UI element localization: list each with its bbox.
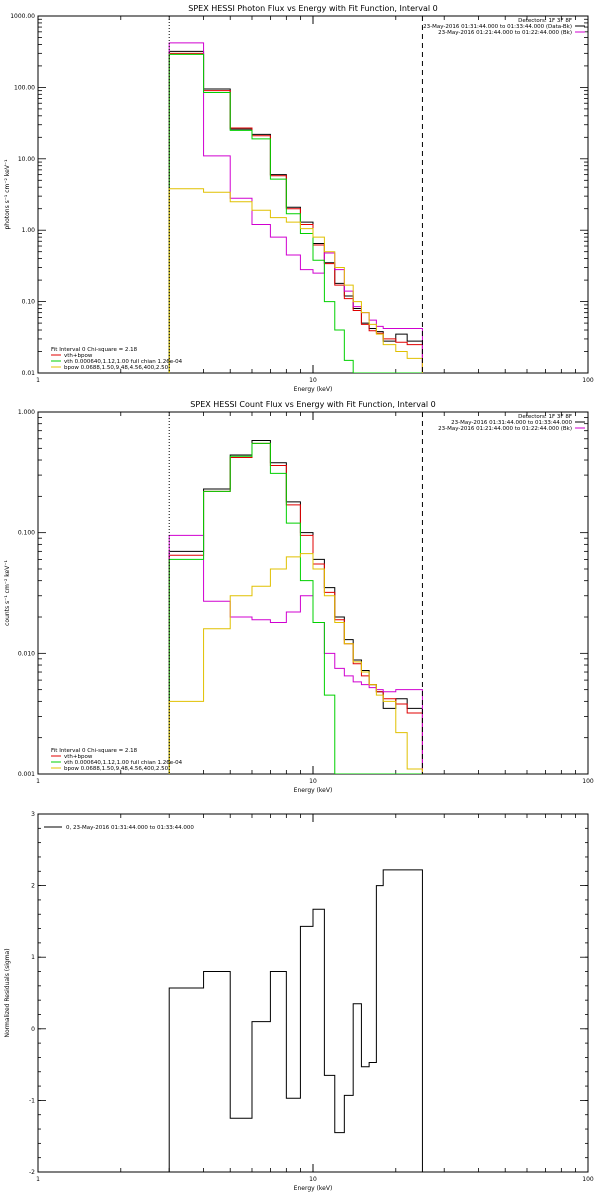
series-vth-line — [168, 53, 423, 373]
x-axis-label: Energy (keV) — [294, 386, 333, 393]
series-vth-bpow-line — [168, 442, 423, 774]
fit-legend-entry: vth+bpow — [64, 754, 93, 760]
fit-legend-entry: vth 0.000640,1.12,1.00 full chian 1.26e-… — [64, 359, 183, 365]
plot-frame — [37, 813, 589, 1173]
y-tick-label: -2 — [29, 1169, 35, 1176]
y-axis-label: photons s⁻¹ cm⁻² keV⁻¹ — [4, 159, 11, 230]
y-tick-label: 1.00 — [22, 227, 36, 234]
x-tick-label: 1 — [36, 778, 40, 785]
fit-legend-entry: vth 0.000640,1.12,1.00 full chian 1.26e-… — [64, 760, 183, 766]
y-tick-label: 0.001 — [18, 771, 35, 778]
x-tick-label: 1 — [36, 377, 40, 384]
fit-legend-entry: bpow 0.0688,1.50,9.48,4.56,400,2.50 — [64, 365, 169, 371]
fit-legend-entry: Fit Interval 0 Chi-square = 2.18 — [51, 748, 138, 754]
x-axis-label: Energy (keV) — [294, 787, 333, 794]
y-tick-label: 100.00 — [14, 84, 35, 91]
legend-entry: Detectors: 1F 3F 8F — [518, 18, 572, 24]
y-axis-label: Normalized Residuals (sigma) — [4, 948, 11, 1037]
legend-entry: Detectors: 1F 3F 8F — [518, 414, 572, 420]
x-tick-label: 1 — [36, 1176, 40, 1183]
y-tick-label: 3 — [31, 811, 35, 818]
plot-data — [168, 869, 423, 1172]
y-axis-label: counts s⁻¹ cm⁻² keV⁻¹ — [4, 560, 11, 626]
y-tick-label: -1 — [29, 1097, 35, 1104]
x-tick-label: 100 — [582, 1176, 594, 1183]
x-tick-label: 10 — [309, 377, 317, 384]
fit-legend-entry: bpow 0.0688,1.50,9.48,4.56,400,2.50 — [64, 766, 169, 772]
legend-entry: 23-May-2016 01:31:44.000 to 01:33:44.000… — [423, 24, 572, 30]
x-tick-label: 10 — [309, 778, 317, 785]
y-tick-label: 0.100 — [18, 530, 35, 537]
y-tick-label: 0 — [31, 1026, 35, 1033]
x-axis-label: Energy (keV) — [294, 1185, 333, 1192]
series-vth-bpow-line — [168, 52, 423, 373]
series-data-line — [168, 440, 423, 774]
y-tick-label: 1 — [31, 954, 35, 961]
legend-entry: 23-May-2016 01:31:44.000 to 01:33:44.000 — [451, 420, 572, 426]
legend-entry: 23-May-2016 01:21:44.000 to 01:22:44.000… — [438, 426, 572, 432]
series-data-line — [168, 50, 423, 373]
fit-legend-entry: Fit Interval 0 Chi-square = 2.18 — [51, 347, 138, 353]
series-residuals-line — [168, 869, 423, 1172]
chart-title: SPEX HESSI Count Flux vs Energy with Fit… — [190, 400, 435, 409]
x-tick-label: 100 — [582, 377, 594, 384]
chart-title: SPEX HESSI Photon Flux vs Energy with Fi… — [188, 4, 438, 13]
legend-entry: 0, 23-May-2016 01:31:44.000 to 01:33:44.… — [66, 825, 194, 831]
legend-entry: 23-May-2016 01:21:44.000 to 01:22:44.000… — [438, 30, 572, 36]
series-background-line — [168, 42, 423, 373]
fit-legend-entry: vth+bpow — [64, 353, 93, 359]
plot-data — [168, 440, 423, 774]
x-tick-label: 100 — [582, 778, 594, 785]
y-tick-label: 0.10 — [22, 299, 36, 306]
chart-panel-3: 1 10 100 -2 -1 0 1 2 3 Energy (keV) Normalized Res… — [4, 811, 594, 1192]
chart-panel-1: SPEX HESSI Photon Flux vs Energy with Fi… — [4, 4, 594, 393]
y-tick-label: 0.010 — [18, 650, 35, 657]
plot-frame — [37, 15, 589, 374]
x-tick-label: 10 — [309, 1176, 317, 1183]
y-tick-label: 2 — [31, 883, 35, 890]
plot-data — [168, 42, 423, 373]
series-vth-line — [168, 442, 423, 774]
y-tick-label: 1.000 — [18, 409, 35, 416]
y-tick-label: 10.00 — [18, 156, 35, 163]
y-tick-label: 1000.00 — [10, 13, 35, 20]
y-tick-label: 0.01 — [22, 370, 36, 377]
series-background-line — [168, 534, 423, 774]
chart-panel-2: SPEX HESSI Count Flux vs Energy with Fit… — [4, 400, 594, 794]
series-bpow-line — [168, 188, 423, 373]
series-bpow-line — [168, 553, 423, 774]
